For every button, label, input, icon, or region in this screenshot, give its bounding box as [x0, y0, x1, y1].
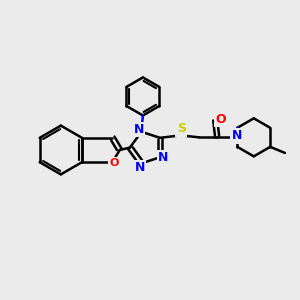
- Text: N: N: [158, 151, 169, 164]
- Text: N: N: [135, 161, 145, 174]
- Text: O: O: [109, 158, 119, 168]
- Text: S: S: [177, 122, 186, 135]
- Text: O: O: [215, 113, 226, 126]
- Text: N: N: [134, 123, 144, 136]
- Text: N: N: [231, 129, 242, 142]
